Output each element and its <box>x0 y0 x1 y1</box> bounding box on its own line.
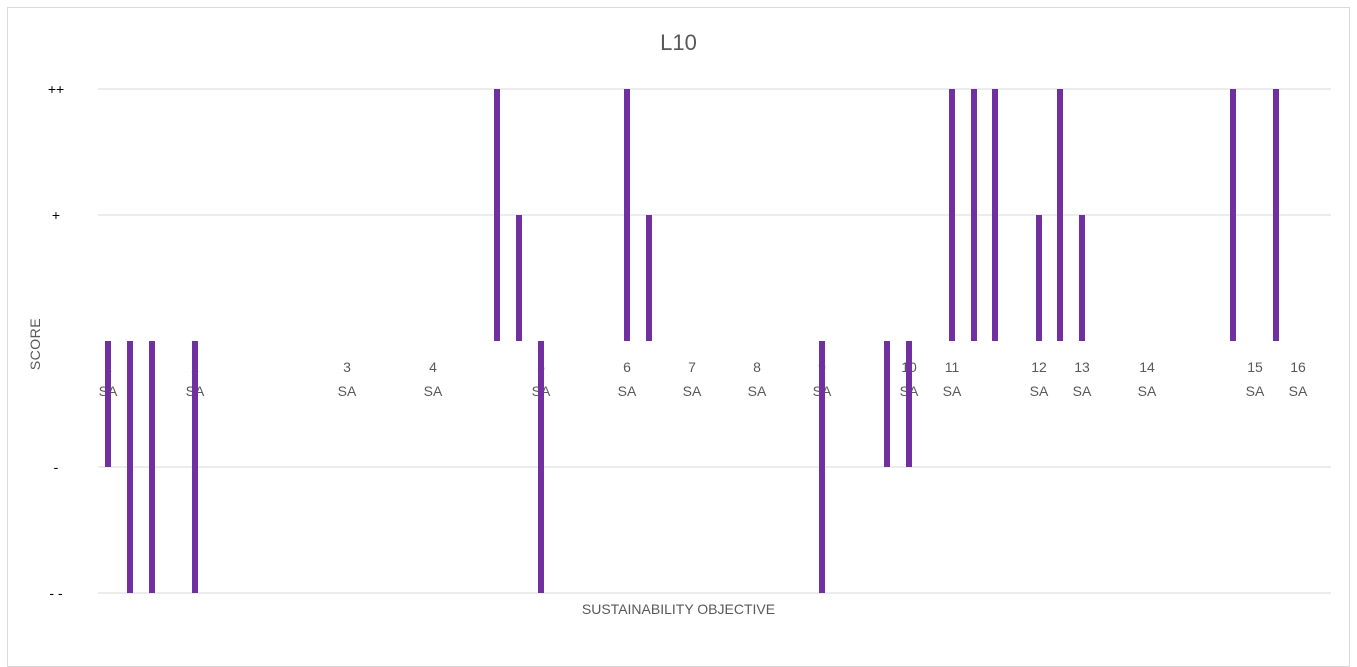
x-tick-number: 8 <box>753 359 761 375</box>
bar <box>624 89 630 341</box>
x-tick-label: SA <box>1246 383 1265 399</box>
x-tick-number: 13 <box>1074 359 1090 375</box>
x-tick-number: 14 <box>1139 359 1155 375</box>
x-tick-label: SA <box>1138 383 1157 399</box>
plot-area: +++-- -1SA2SA3SA4SA5SA6SA7SA8SA9SA10SA11… <box>48 81 1331 601</box>
bar <box>1079 215 1085 341</box>
x-tick-number: 4 <box>429 359 437 375</box>
x-tick-number: 11 <box>945 359 960 375</box>
chart-frame <box>7 7 1350 667</box>
x-tick-number: 15 <box>1247 359 1263 375</box>
bar <box>127 341 133 593</box>
y-tick-label: + <box>52 207 60 223</box>
bar <box>992 89 998 341</box>
bar <box>538 341 544 593</box>
x-axis-title: SUSTAINABILITY OBJECTIVE <box>581 601 776 617</box>
bar <box>1230 89 1236 341</box>
bar <box>906 341 912 467</box>
bar <box>1057 89 1063 341</box>
bar <box>516 215 522 341</box>
y-tick-label: - - <box>49 585 63 601</box>
x-tick-number: 6 <box>623 359 631 375</box>
bar <box>884 341 890 467</box>
bar <box>971 89 977 341</box>
x-tick-label: SA <box>1073 383 1092 399</box>
bar <box>949 89 955 341</box>
x-tick-number: 3 <box>343 359 351 375</box>
bar <box>149 341 155 593</box>
x-tick-number: 7 <box>688 359 696 375</box>
bar <box>494 89 500 341</box>
x-tick-label: SA <box>1030 383 1049 399</box>
chart-title: L10 <box>660 30 697 55</box>
bar <box>646 215 652 341</box>
x-tick-label: SA <box>1289 383 1308 399</box>
bar <box>1273 89 1279 341</box>
x-tick-label: SA <box>338 383 357 399</box>
x-tick-label: SA <box>618 383 637 399</box>
y-tick-label: - <box>54 459 59 475</box>
x-tick-label: SA <box>748 383 767 399</box>
x-tick-number: 12 <box>1031 359 1047 375</box>
bar <box>1036 215 1042 341</box>
x-tick-label: SA <box>683 383 702 399</box>
bar <box>105 341 111 467</box>
x-tick-label: SA <box>943 383 962 399</box>
bar <box>819 341 825 593</box>
y-tick-label: ++ <box>48 81 64 97</box>
x-tick-label: SA <box>424 383 443 399</box>
x-tick-number: 16 <box>1290 359 1306 375</box>
bar <box>192 341 198 593</box>
